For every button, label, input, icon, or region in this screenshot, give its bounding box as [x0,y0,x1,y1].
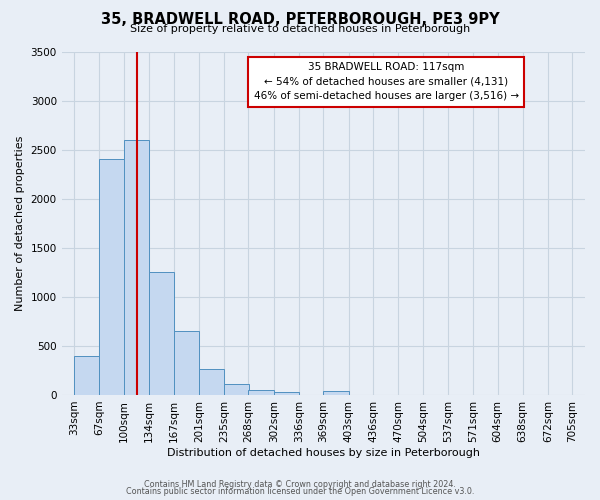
Bar [274,392,299,395]
Bar [100,160,125,395]
Bar [323,390,349,395]
Bar [124,140,149,395]
Bar [224,384,249,395]
Bar [173,331,199,395]
Text: Contains public sector information licensed under the Open Government Licence v3: Contains public sector information licen… [126,488,474,496]
Bar [248,390,274,395]
Y-axis label: Number of detached properties: Number of detached properties [15,136,25,311]
Bar [74,356,100,395]
Text: 35 BRADWELL ROAD: 117sqm
← 54% of detached houses are smaller (4,131)
46% of sem: 35 BRADWELL ROAD: 117sqm ← 54% of detach… [254,62,518,102]
Bar [149,272,175,395]
X-axis label: Distribution of detached houses by size in Peterborough: Distribution of detached houses by size … [167,448,480,458]
Text: Contains HM Land Registry data © Crown copyright and database right 2024.: Contains HM Land Registry data © Crown c… [144,480,456,489]
Text: 35, BRADWELL ROAD, PETERBOROUGH, PE3 9PY: 35, BRADWELL ROAD, PETERBOROUGH, PE3 9PY [101,12,499,28]
Bar [199,370,224,395]
Text: Size of property relative to detached houses in Peterborough: Size of property relative to detached ho… [130,24,470,34]
